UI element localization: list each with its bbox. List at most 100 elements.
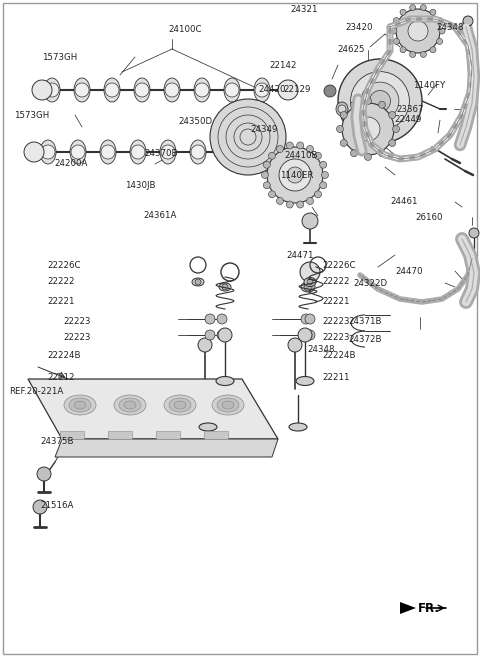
Text: 24372B: 24372B (348, 334, 382, 344)
Circle shape (205, 330, 215, 340)
Text: 22449: 22449 (394, 116, 421, 124)
Circle shape (288, 338, 302, 352)
Text: 24322D: 24322D (353, 279, 387, 288)
Circle shape (320, 161, 327, 168)
Text: 22223: 22223 (63, 332, 91, 342)
Text: 24371B: 24371B (348, 317, 382, 327)
Circle shape (165, 83, 179, 97)
Ellipse shape (169, 398, 191, 412)
Circle shape (340, 139, 347, 147)
Circle shape (33, 500, 47, 514)
Ellipse shape (194, 78, 210, 102)
Circle shape (41, 145, 55, 159)
Circle shape (75, 83, 89, 97)
Circle shape (350, 72, 409, 130)
Circle shape (262, 171, 268, 179)
Text: 22212: 22212 (47, 373, 74, 382)
Circle shape (32, 80, 52, 100)
Circle shape (267, 147, 323, 203)
Ellipse shape (104, 78, 120, 102)
Text: 24200A: 24200A (54, 158, 87, 168)
Text: 24375B: 24375B (40, 436, 73, 445)
Text: 24350D: 24350D (178, 116, 212, 125)
Circle shape (276, 198, 284, 204)
Circle shape (400, 9, 406, 15)
Circle shape (364, 154, 372, 160)
Ellipse shape (250, 140, 266, 164)
Text: 24348: 24348 (307, 344, 335, 353)
Circle shape (191, 145, 205, 159)
Circle shape (297, 142, 304, 149)
Circle shape (256, 142, 276, 162)
Ellipse shape (119, 398, 141, 412)
Circle shape (356, 117, 380, 141)
Circle shape (307, 279, 313, 285)
Ellipse shape (217, 398, 239, 412)
Text: 22221: 22221 (322, 296, 349, 306)
Circle shape (394, 38, 399, 45)
Circle shape (322, 171, 328, 179)
Circle shape (409, 5, 416, 11)
Circle shape (338, 59, 422, 143)
Ellipse shape (100, 140, 116, 164)
Circle shape (278, 80, 298, 100)
Circle shape (370, 91, 391, 112)
Ellipse shape (254, 78, 270, 102)
Text: 22211: 22211 (322, 373, 349, 382)
Circle shape (305, 314, 315, 324)
Text: FR.: FR. (418, 602, 440, 614)
Text: 22223: 22223 (322, 317, 349, 325)
Circle shape (24, 142, 44, 162)
Circle shape (105, 83, 119, 97)
Text: 24349: 24349 (250, 124, 277, 133)
Ellipse shape (192, 278, 204, 286)
Ellipse shape (134, 78, 150, 102)
Circle shape (255, 83, 269, 97)
Text: 26160: 26160 (415, 212, 443, 221)
Polygon shape (400, 602, 416, 614)
Circle shape (161, 145, 175, 159)
Circle shape (307, 198, 313, 204)
Circle shape (463, 16, 473, 26)
Text: REF.20-221A: REF.20-221A (9, 388, 63, 397)
Text: 1573GH: 1573GH (42, 53, 77, 62)
Text: 24461: 24461 (390, 198, 418, 206)
Ellipse shape (160, 140, 176, 164)
Circle shape (221, 145, 235, 159)
Polygon shape (55, 439, 278, 457)
Circle shape (338, 105, 346, 113)
Circle shape (400, 47, 406, 53)
Text: 24410B: 24410B (284, 150, 317, 160)
Text: 22221: 22221 (47, 296, 74, 306)
Circle shape (307, 145, 313, 152)
Ellipse shape (74, 401, 86, 409)
Circle shape (101, 145, 115, 159)
Circle shape (286, 142, 293, 149)
Text: 24470: 24470 (395, 267, 422, 275)
Ellipse shape (190, 140, 206, 164)
Circle shape (37, 467, 51, 481)
Circle shape (218, 328, 232, 342)
Circle shape (396, 9, 440, 53)
Ellipse shape (164, 78, 180, 102)
Circle shape (264, 182, 270, 189)
Text: 24370B: 24370B (144, 148, 178, 158)
Circle shape (439, 28, 445, 34)
Ellipse shape (220, 140, 236, 164)
Ellipse shape (224, 78, 240, 102)
Ellipse shape (289, 423, 307, 431)
Circle shape (394, 18, 399, 24)
Circle shape (222, 284, 228, 290)
Circle shape (324, 85, 336, 97)
Circle shape (379, 150, 385, 157)
Ellipse shape (296, 376, 314, 386)
Ellipse shape (64, 395, 96, 415)
Bar (156, 431, 180, 439)
Text: 22222: 22222 (322, 277, 349, 286)
Ellipse shape (74, 78, 90, 102)
Circle shape (320, 182, 327, 189)
Text: 1140ER: 1140ER (280, 171, 313, 179)
Circle shape (409, 51, 416, 57)
Circle shape (336, 125, 344, 133)
Circle shape (135, 83, 149, 97)
